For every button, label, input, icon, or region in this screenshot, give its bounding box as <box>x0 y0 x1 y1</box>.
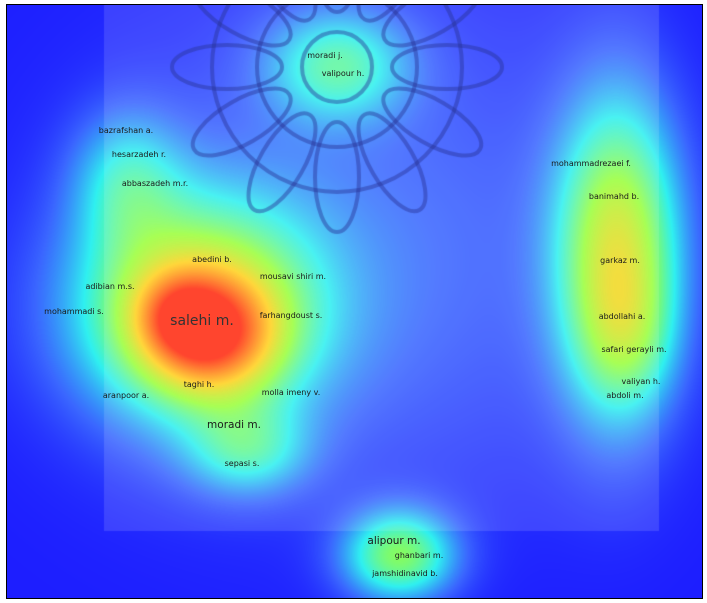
author-safari-gerayli-m: safari gerayli m. <box>601 345 667 354</box>
author-valipour-h: valipour h. <box>321 69 365 78</box>
author-abdollahi-a: abdollahi a. <box>598 312 646 321</box>
density-heatmap <box>7 5 702 598</box>
author-moradi-j: moradi j. <box>307 51 343 60</box>
author-sepasi-s: sepasi s. <box>224 459 260 468</box>
author-moradi-m: moradi m. <box>207 418 261 431</box>
author-abedini-b: abedini b. <box>192 255 232 264</box>
author-garkaz-m: garkaz m. <box>600 256 640 265</box>
author-adibian-ms: adibian m.s. <box>85 282 135 291</box>
author-salehi-m: salehi m. <box>170 313 234 329</box>
author-banimahd-b: banimahd b. <box>588 192 640 201</box>
author-hesarzadeh-r: hesarzadeh r. <box>111 150 167 159</box>
author-mousavi-shiri-m: mousavi shiri m. <box>259 272 327 281</box>
author-alipour-m: alipour m. <box>367 534 421 547</box>
author-valiyan-h: valiyan h. <box>621 377 661 386</box>
author-mohammadrezaei-f: mohammadrezaei f. <box>551 159 631 168</box>
author-molla-imeny-v: molla imeny v. <box>261 388 321 397</box>
author-jamshidinavid-b: jamshidinavid b. <box>372 569 438 578</box>
author-farhangdoust-s: farhangdoust s. <box>259 311 323 320</box>
author-ghanbari-m: ghanbari m. <box>394 551 444 560</box>
author-abdoli-m: abdoli m. <box>606 391 644 400</box>
density-map: moradi j. valipour h. bazrafshan a. hesa… <box>6 4 703 599</box>
author-abbaszadeh-mr: abbaszadeh m.r. <box>121 179 189 188</box>
author-bazrafshan-a: bazrafshan a. <box>98 126 154 135</box>
author-taghi-h: taghi h. <box>183 380 215 389</box>
author-aranpoor-a: aranpoor a. <box>102 391 150 400</box>
author-mohammadi-s: mohammadi s. <box>44 307 104 316</box>
